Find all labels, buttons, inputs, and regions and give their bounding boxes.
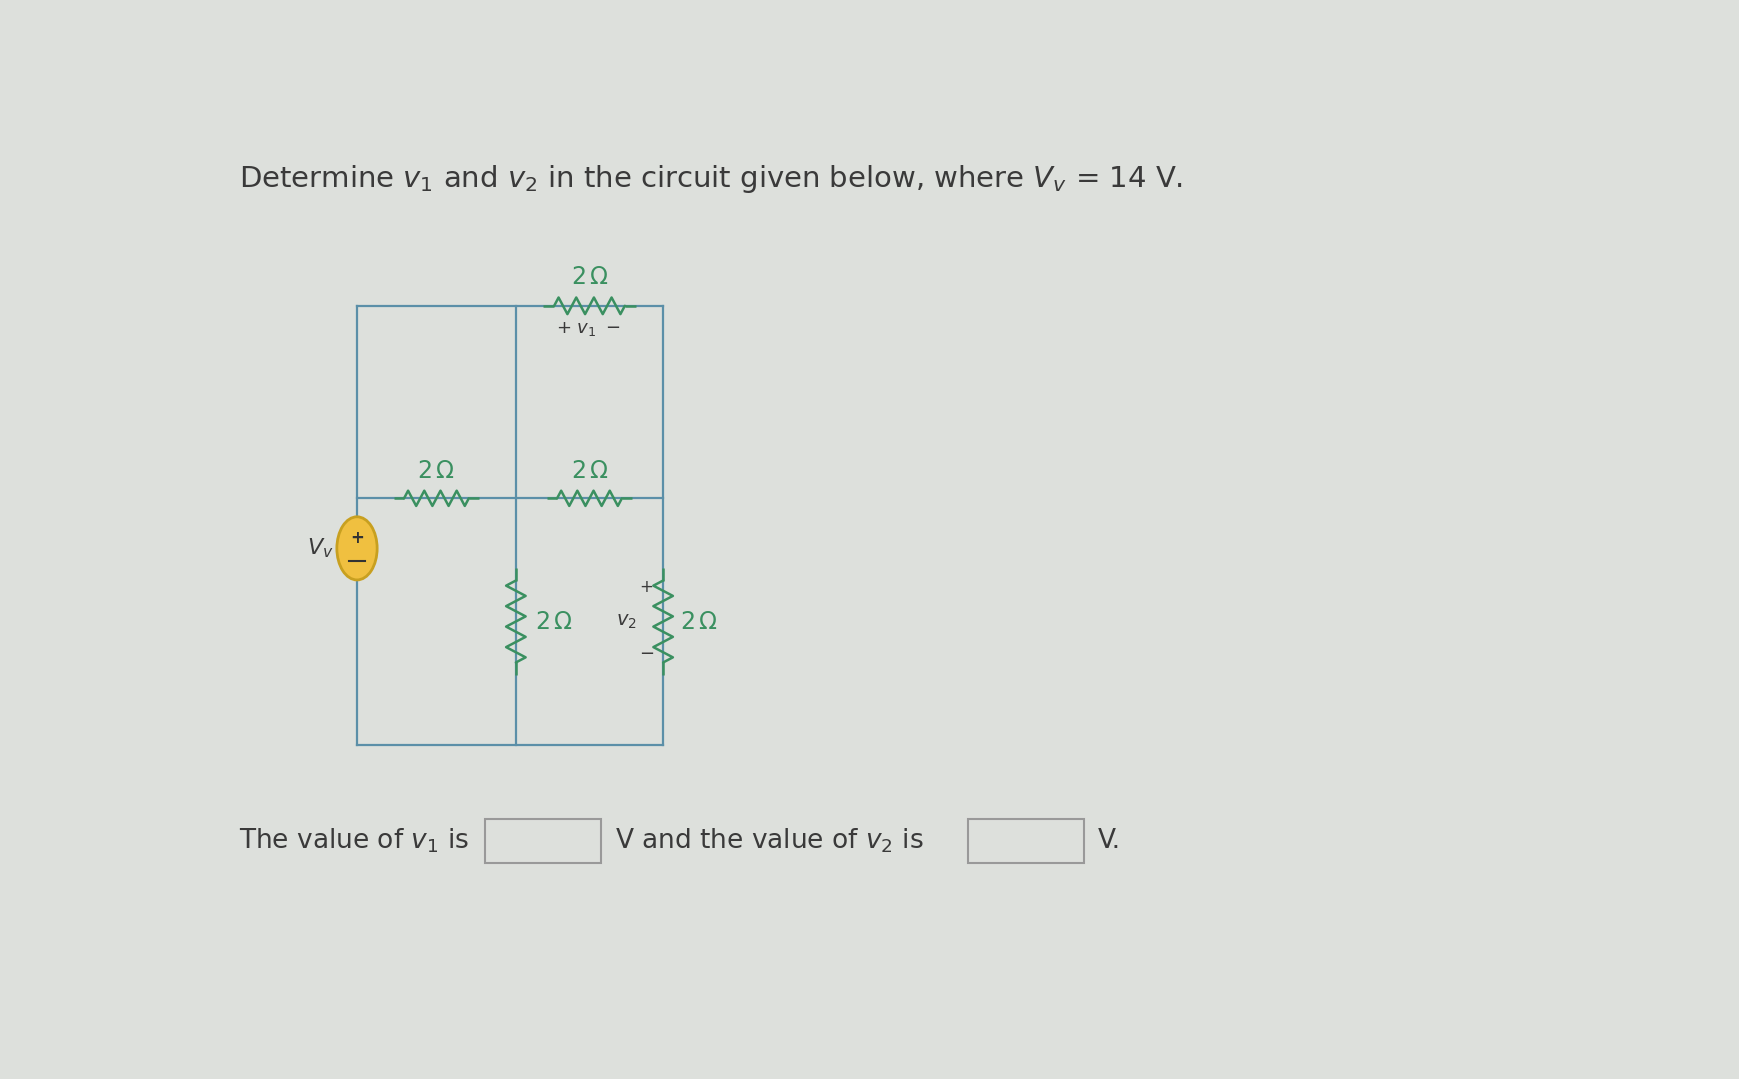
Text: V and the value of $v_2$ is: V and the value of $v_2$ is (614, 827, 923, 856)
Text: $V_v$: $V_v$ (306, 536, 332, 560)
Text: $-$: $-$ (638, 643, 654, 661)
Text: $2\,\Omega$: $2\,\Omega$ (536, 610, 572, 633)
Text: $2\,\Omega$: $2\,\Omega$ (680, 610, 718, 633)
Text: $+\ v_1\ -$: $+\ v_1\ -$ (555, 319, 619, 338)
Text: Determine $v_1$ and $v_2$ in the circuit given below, where $V_v$ = 14 V.: Determine $v_1$ and $v_2$ in the circuit… (238, 163, 1183, 195)
Text: V.: V. (1097, 828, 1120, 853)
Ellipse shape (337, 517, 377, 579)
Text: +: + (350, 529, 363, 547)
Text: $2\,\Omega$: $2\,\Omega$ (417, 459, 456, 483)
Text: $+$: $+$ (638, 578, 652, 596)
Text: The value of $v_1$ is: The value of $v_1$ is (238, 827, 470, 856)
FancyBboxPatch shape (967, 819, 1083, 862)
Text: $2\,\Omega$: $2\,\Omega$ (570, 459, 609, 483)
FancyBboxPatch shape (485, 819, 600, 862)
Text: $2\,\Omega$: $2\,\Omega$ (570, 264, 609, 289)
Text: $v_2$: $v_2$ (616, 612, 636, 631)
